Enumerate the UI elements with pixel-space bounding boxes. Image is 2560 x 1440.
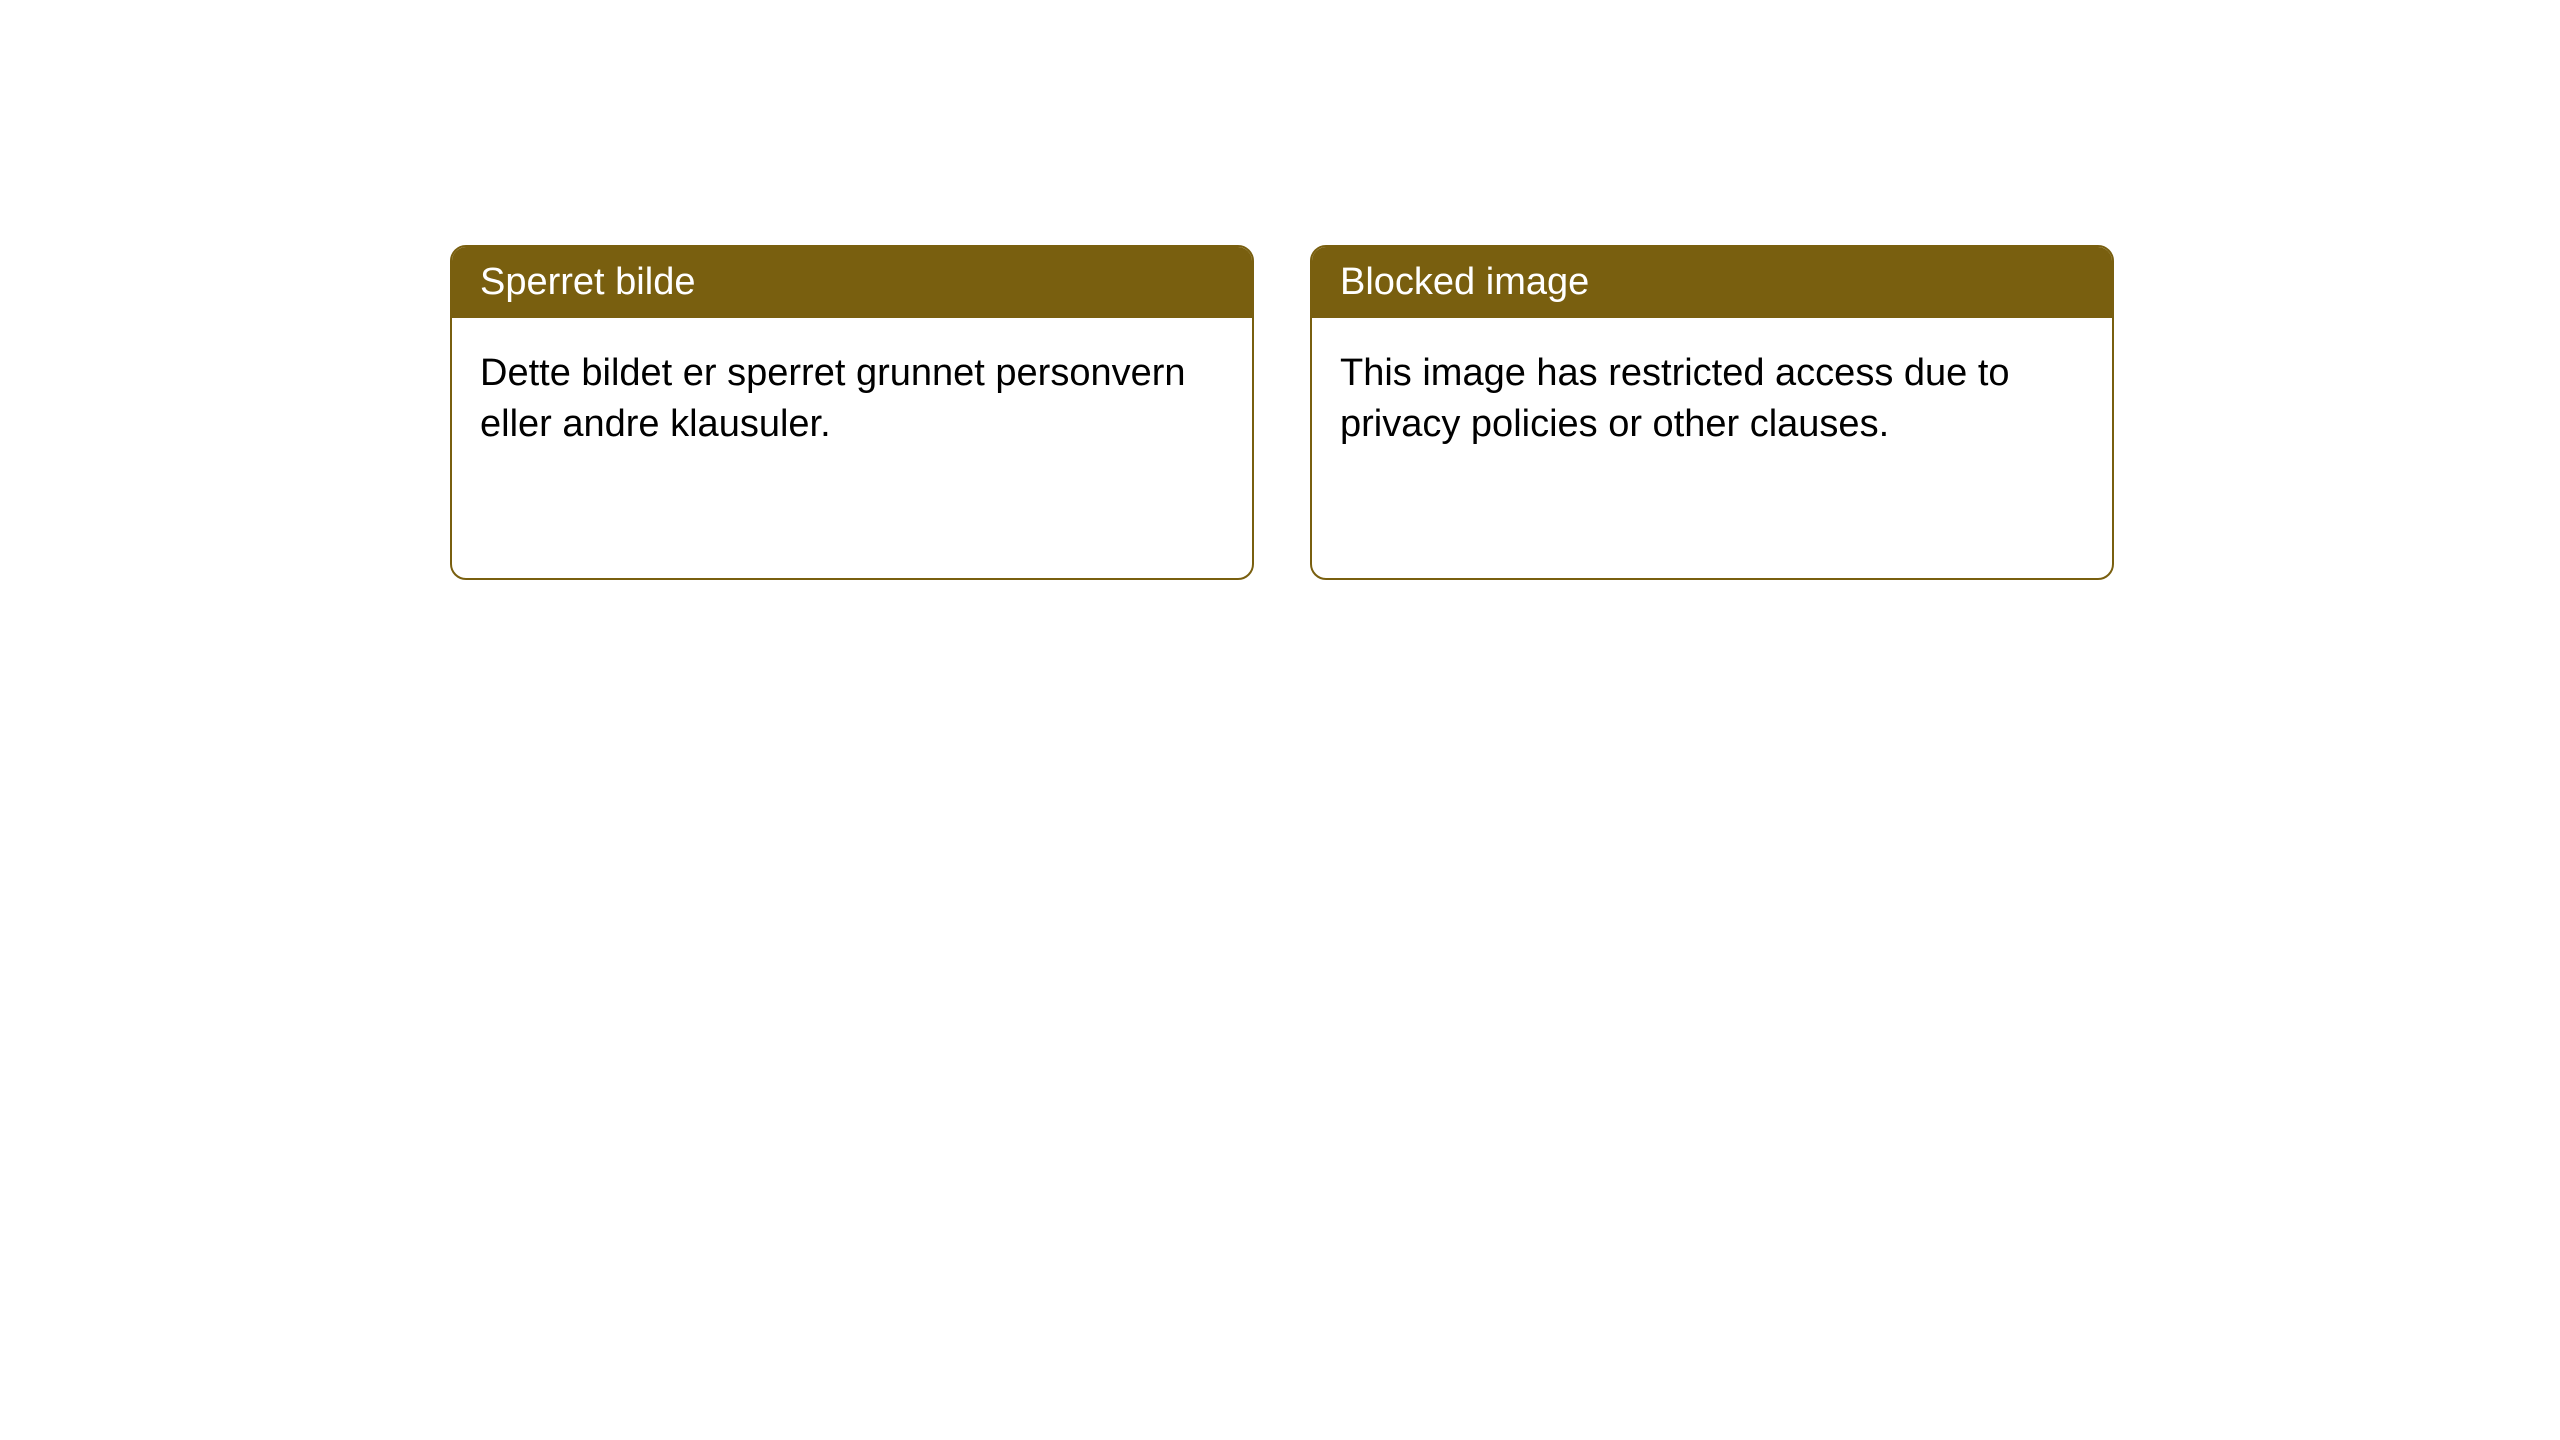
notice-card-english: Blocked image This image has restricted … (1310, 245, 2114, 580)
notice-container: Sperret bilde Dette bildet er sperret gr… (450, 245, 2114, 580)
notice-title: Sperret bilde (452, 247, 1252, 318)
notice-body: Dette bildet er sperret grunnet personve… (452, 318, 1252, 481)
notice-title: Blocked image (1312, 247, 2112, 318)
notice-body: This image has restricted access due to … (1312, 318, 2112, 481)
notice-card-norwegian: Sperret bilde Dette bildet er sperret gr… (450, 245, 1254, 580)
